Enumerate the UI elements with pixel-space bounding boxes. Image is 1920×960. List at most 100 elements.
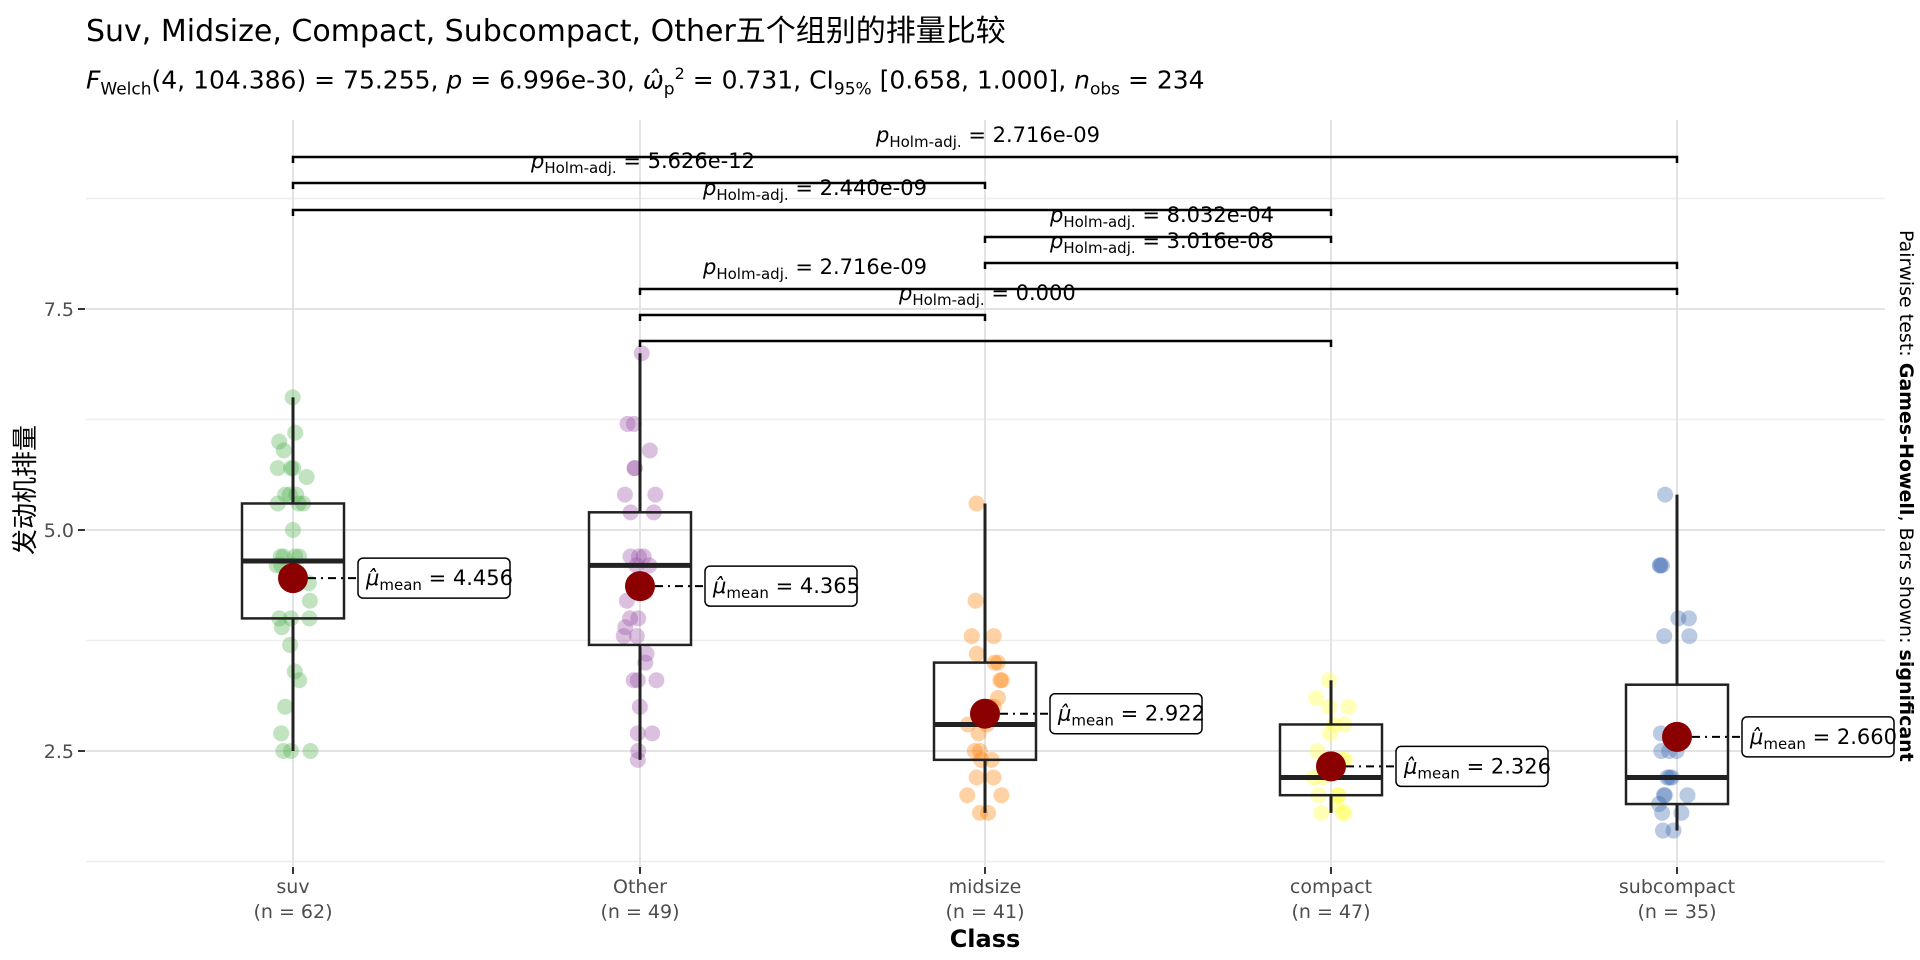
data-point [630, 743, 647, 759]
mean-label-subscript: mean [726, 584, 769, 602]
p-value: = 8.032e-04 [1136, 203, 1274, 227]
mean-midsize: μ̂mean = 2.922 [970, 692, 1205, 735]
p-symbol: p [446, 65, 463, 95]
data-point [273, 619, 290, 636]
data-point [291, 672, 308, 689]
x-tick-n-label: (n = 47) [1291, 901, 1370, 923]
ci-subscript: 95% [833, 79, 872, 100]
caption-test: Games-Howell [1895, 363, 1917, 516]
x-tick-n-label: (n = 41) [945, 901, 1024, 923]
mean-point [625, 571, 655, 602]
mean-point [1662, 721, 1692, 752]
x-tick-label: midsize [949, 876, 1022, 898]
data-point [298, 468, 315, 485]
mean-label: μ̂mean = 2.922 [1057, 702, 1205, 730]
data-point [1653, 557, 1670, 574]
data-point [282, 636, 299, 653]
bracket-line [291, 155, 1679, 163]
x-axis-title: Class [950, 925, 1021, 953]
p-value: = 6.996e-30, [462, 65, 643, 95]
stat-symbol: F [86, 65, 101, 95]
mean-label-box [357, 557, 511, 599]
mean-label-value: = 2.922 [1114, 702, 1205, 726]
mean-suv: μ̂mean = 4.456 [278, 557, 513, 599]
data-point [302, 743, 319, 759]
data-point [630, 548, 647, 565]
data-point [641, 442, 658, 459]
comparison-bracket: pHolm-adj. = 8.032e-04 [983, 203, 1333, 243]
data-point [968, 495, 985, 512]
mean-label-value: = 4.365 [769, 574, 860, 598]
mean-point [278, 563, 308, 594]
data-point [967, 592, 984, 609]
comparison-bracket: pHolm-adj. = 2.716e-09 [291, 123, 1679, 163]
p-subscript: Holm-adj. [889, 133, 961, 151]
data-point [629, 672, 646, 689]
mean-label-symbol: μ̂ [1403, 754, 1417, 778]
data-point [628, 628, 645, 645]
mean-subcompact: μ̂mean = 2.660 [1662, 716, 1897, 758]
mean-label-box [1049, 692, 1203, 735]
x-tick-n-label: (n = 35) [1637, 901, 1716, 923]
data-point [275, 442, 292, 459]
data-point [993, 672, 1010, 689]
y-tick-label: 5.0 [44, 520, 74, 542]
stat-value: = 75.255, [306, 65, 447, 95]
comparison-p-label: pHolm-adj. = 2.716e-09 [875, 123, 1100, 151]
data-point [966, 743, 983, 759]
mean-label-subscript: mean [1417, 764, 1460, 782]
data-point [277, 486, 294, 503]
n-value: = 234 [1120, 65, 1205, 95]
data-point [1328, 796, 1345, 813]
x-tick-n-label: (n = 49) [600, 901, 679, 923]
data-point [629, 725, 646, 742]
mean-label-symbol: μ̂ [1749, 725, 1763, 749]
data-point [959, 787, 976, 804]
data-point [980, 804, 997, 821]
data-point [633, 345, 650, 362]
mean-label-value: = 2.326 [1460, 754, 1551, 778]
mean-label-box [1741, 716, 1895, 758]
p-value: = 2.716e-09 [789, 255, 927, 279]
x-tick-label: suv [276, 876, 309, 898]
box-Other [587, 353, 693, 760]
p-subscript: Holm-adj. [1063, 213, 1135, 231]
data-point [1656, 787, 1673, 804]
chart-subtitle: FWelch(4, 104.386) = 75.255, p = 6.996e-… [86, 64, 1205, 99]
data-point [617, 619, 634, 636]
data-point [622, 610, 639, 627]
data-point [1651, 557, 1668, 574]
mean-point [1316, 751, 1346, 782]
data-point [970, 725, 987, 742]
data-point [1308, 689, 1325, 706]
p-subscript: Holm-adj. [544, 159, 616, 177]
effect-subscript: p [663, 79, 675, 100]
data-point [1655, 787, 1672, 804]
data-point [1654, 804, 1671, 821]
data-point [619, 415, 636, 432]
x-tick-label: Other [613, 876, 667, 898]
box-midsize [932, 503, 1038, 813]
mean-label-subscript: mean [1071, 712, 1114, 730]
data-point [287, 424, 304, 441]
mean-label-subscript: mean [379, 576, 422, 594]
bracket-line [983, 261, 1679, 269]
caption-middle: , Bars shown: [1895, 515, 1917, 649]
p-value: = 0.000 [985, 281, 1076, 305]
caption-bars: significant [1895, 650, 1917, 762]
comparison-p-label: pHolm-adj. = 3.016e-08 [1049, 229, 1274, 257]
data-point [971, 743, 988, 759]
data-point [277, 698, 294, 715]
data-point [1313, 804, 1330, 821]
data-point [625, 672, 642, 689]
comparison-bracket: pHolm-adj. = 2.440e-09 [291, 176, 1333, 216]
data-point [968, 769, 985, 786]
mean-label: μ̂mean = 2.326 [1403, 754, 1551, 782]
mean-label-symbol: μ̂ [365, 566, 379, 590]
comparison-p-label: pHolm-adj. = 0.000 [898, 281, 1076, 309]
data-point [638, 645, 655, 662]
p-symbol: p [702, 176, 716, 200]
data-point [647, 486, 664, 503]
